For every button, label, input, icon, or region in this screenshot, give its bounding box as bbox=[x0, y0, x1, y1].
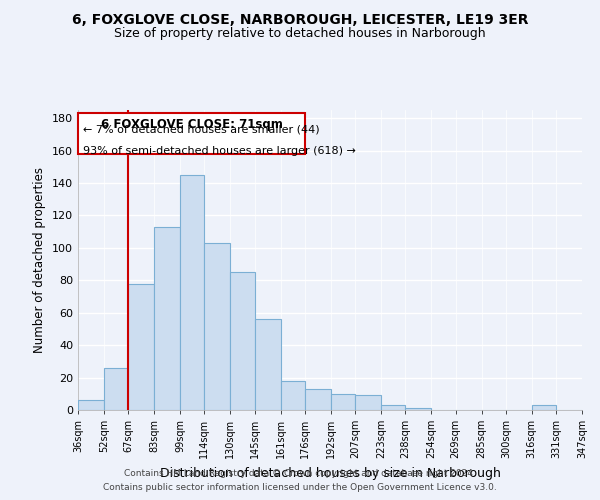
Text: 6 FOXGLOVE CLOSE: 71sqm: 6 FOXGLOVE CLOSE: 71sqm bbox=[101, 118, 283, 131]
Bar bbox=[128, 284, 154, 410]
Bar bbox=[305, 389, 331, 410]
Bar bbox=[532, 405, 556, 410]
Bar bbox=[355, 396, 381, 410]
Bar bbox=[281, 381, 305, 410]
Bar bbox=[381, 405, 406, 410]
Text: Contains public sector information licensed under the Open Government Licence v3: Contains public sector information licen… bbox=[103, 484, 497, 492]
Bar bbox=[205, 243, 230, 410]
Bar bbox=[78, 113, 305, 154]
Text: Contains HM Land Registry data © Crown copyright and database right 2024.: Contains HM Land Registry data © Crown c… bbox=[124, 468, 476, 477]
Bar bbox=[331, 394, 355, 410]
Text: 93% of semi-detached houses are larger (618) →: 93% of semi-detached houses are larger (… bbox=[83, 146, 356, 156]
Bar bbox=[104, 368, 128, 410]
Text: ← 7% of detached houses are smaller (44): ← 7% of detached houses are smaller (44) bbox=[83, 124, 319, 134]
Bar bbox=[180, 175, 205, 410]
Text: Size of property relative to detached houses in Narborough: Size of property relative to detached ho… bbox=[114, 28, 486, 40]
Text: 6, FOXGLOVE CLOSE, NARBOROUGH, LEICESTER, LE19 3ER: 6, FOXGLOVE CLOSE, NARBOROUGH, LEICESTER… bbox=[72, 12, 528, 26]
Bar bbox=[406, 408, 431, 410]
X-axis label: Distribution of detached houses by size in Narborough: Distribution of detached houses by size … bbox=[160, 466, 500, 479]
Y-axis label: Number of detached properties: Number of detached properties bbox=[34, 167, 46, 353]
Bar bbox=[154, 227, 180, 410]
Bar bbox=[78, 400, 104, 410]
Bar bbox=[230, 272, 254, 410]
Bar bbox=[254, 319, 281, 410]
